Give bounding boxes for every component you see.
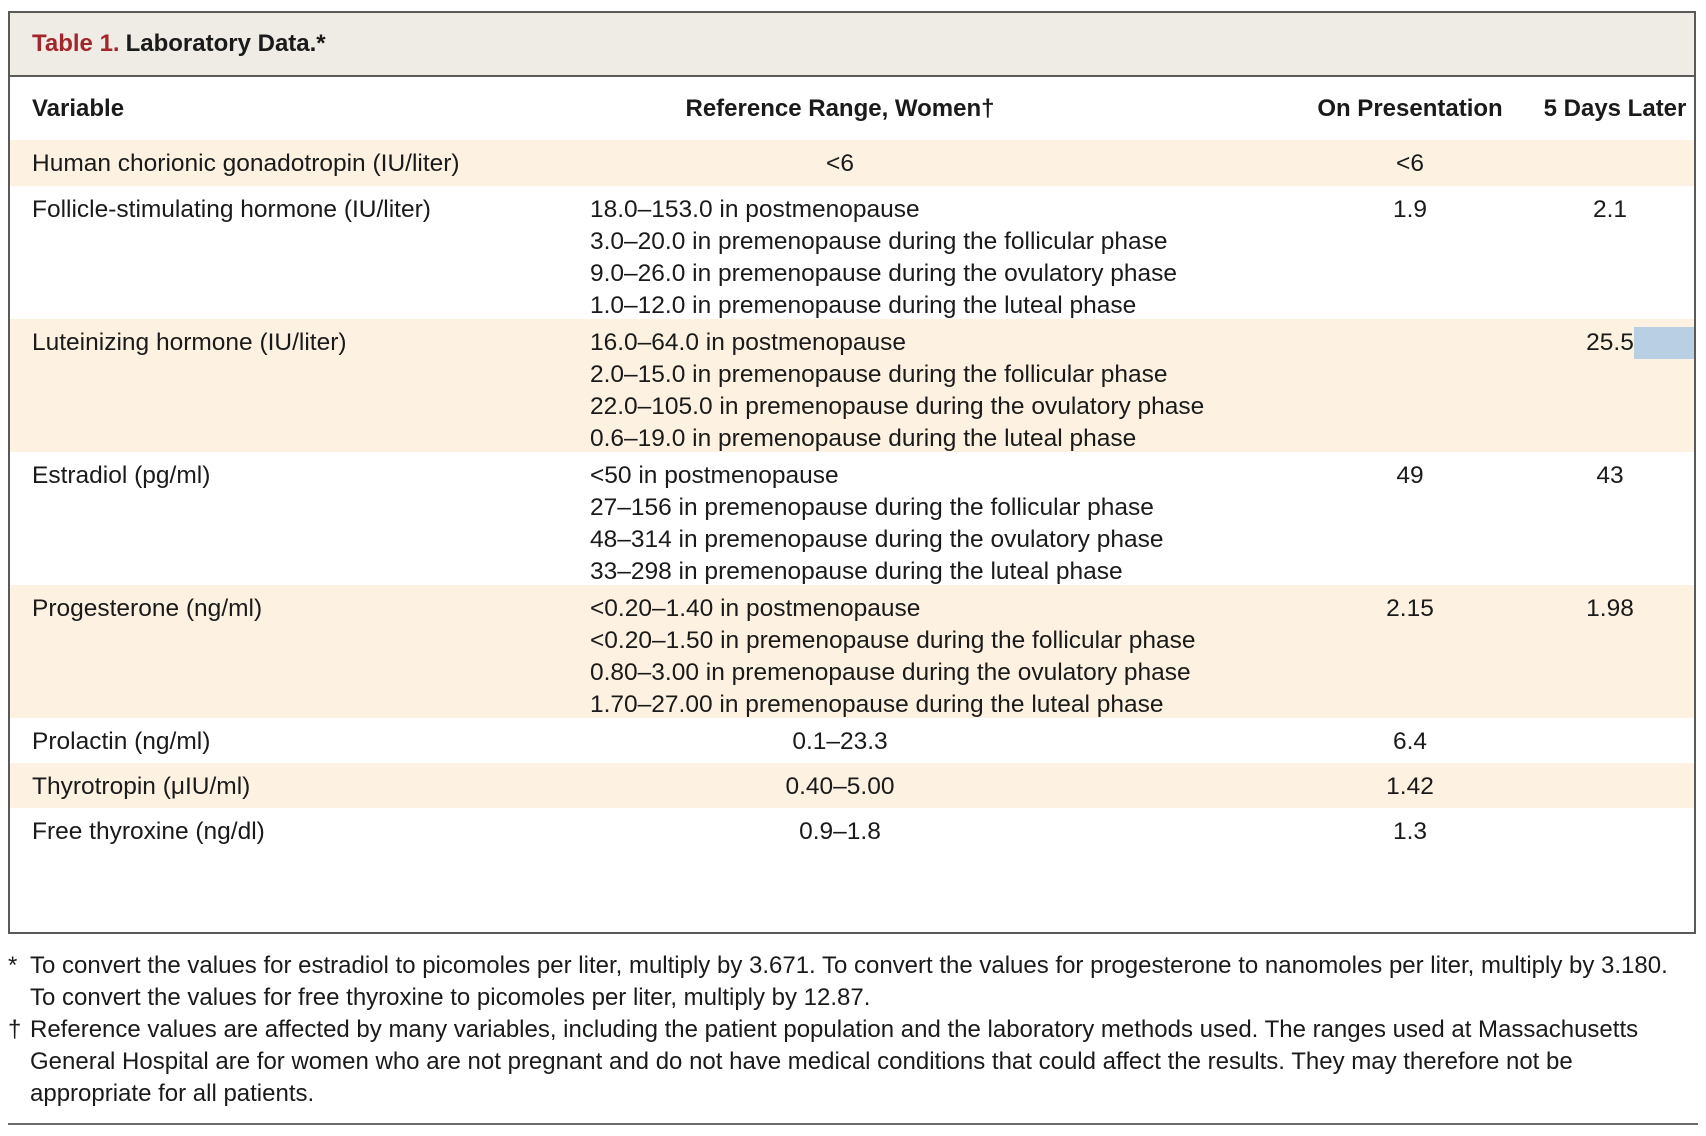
cell-5-days-later: 2.1 (1592, 196, 1628, 223)
reference-line: 0.9–1.8 (799, 818, 881, 845)
reference-line: 0.80–3.00 in premenopause during the ovu… (590, 659, 1191, 686)
reference-line: 9.0–26.0 in premenopause during the ovul… (590, 260, 1178, 287)
table-row: Luteinizing hormone (IU/liter) 16.0–64.0 … (10, 319, 1694, 452)
reference-line: 48–314 in premenopause during the ovulat… (590, 526, 1164, 553)
footnote-asterisk: * To convert the values for estradiol to… (8, 950, 1698, 1014)
header-reference-range: Reference Range, Women† (685, 95, 995, 122)
cell-on-presentation: 1.9 (1392, 196, 1428, 223)
reference-line: 27–156 in premenopause during the follic… (590, 494, 1154, 521)
table-row: Thyrotropin (μIU/ml) 0.40–5.00 1.42 (10, 763, 1694, 808)
table-header-row: Variable Reference Range, Women† On Pres… (10, 77, 1694, 140)
reference-line: 0.40–5.00 (785, 773, 895, 800)
reference-line: 0.6–19.0 in premenopause during the lute… (590, 425, 1137, 452)
cell-reference-range: 16.0–64.0 in postmenopause 2.0–15.0 in pr… (590, 327, 1204, 455)
reference-line: <0.20–1.40 in postmenopause (590, 595, 921, 622)
reference-line: 33–298 in premenopause during the luteal… (590, 558, 1123, 585)
reference-line: <50 in postmenopause (590, 462, 839, 489)
table-row: Human chorionic gonadotropin (IU/liter) <… (10, 140, 1694, 186)
cell-variable: Follicle-stimulating hormone (IU/liter) (32, 196, 431, 223)
cell-5-days-later: 43 (1596, 462, 1624, 489)
reference-line: 3.0–20.0 in premenopause during the foll… (590, 228, 1168, 255)
cell-variable: Thyrotropin (μIU/ml) (32, 773, 251, 800)
footnote-mark: † (8, 1016, 22, 1043)
reference-line: 1.70–27.00 in premenopause during the lu… (590, 691, 1164, 718)
cell-reference-range: <50 in postmenopause 27–156 in premenopau… (590, 460, 1163, 588)
reference-line: 22.0–105.0 in premenopause during the ov… (590, 393, 1205, 420)
header-5-days-later: 5 Days Later (1543, 95, 1687, 122)
cell-variable: Free thyroxine (ng/dl) (32, 818, 265, 845)
cell-reference-range: 18.0–153.0 in postmenopause 3.0–20.0 in p… (590, 194, 1177, 322)
reference-line: 16.0–64.0 in postmenopause (590, 329, 907, 356)
table-row: Estradiol (pg/ml) <50 in postmenopause 27–… (10, 452, 1694, 585)
table-row: Free thyroxine (ng/dl) 0.9–1.8 1.3 (10, 808, 1694, 854)
footnote-text: To convert the values for estradiol to p… (30, 952, 1668, 1011)
footnote-mark: * (8, 952, 18, 979)
cell-on-presentation: <6 (1396, 150, 1424, 177)
footnotes: * To convert the values for estradiol to… (8, 950, 1698, 1110)
cell-reference-range: <0.20–1.40 in postmenopause <0.20–1.50 in… (590, 593, 1195, 721)
bottom-rule (8, 1123, 1698, 1125)
table-row: Prolactin (ng/ml) 0.1–23.3 6.4 (10, 718, 1694, 763)
table-row: Progesterone (ng/ml) <0.20–1.40 in postme… (10, 585, 1694, 718)
selection-highlight (1634, 327, 1694, 359)
table-title: Laboratory Data.* (125, 30, 326, 57)
cell-variable: Prolactin (ng/ml) (32, 728, 211, 755)
lab-data-table: Table 1. Laboratory Data.* Variable Refe… (8, 11, 1696, 934)
footnote-dagger: † Reference values are affected by many … (8, 1014, 1698, 1110)
cell-on-presentation: 1.42 (1386, 773, 1434, 800)
cell-on-presentation: 6.4 (1392, 728, 1428, 755)
reference-line: 18.0–153.0 in postmenopause (590, 196, 920, 223)
cell-on-presentation: 2.15 (1386, 595, 1434, 622)
table-title-bar: Table 1. Laboratory Data.* (10, 13, 1694, 77)
header-variable: Variable (32, 95, 125, 122)
cell-reference-range: 0.9–1.8 (580, 816, 1100, 848)
cell-variable: Human chorionic gonadotropin (IU/liter) (32, 150, 460, 177)
cell-variable: Luteinizing hormone (IU/liter) (32, 329, 347, 356)
reference-line: <6 (826, 150, 854, 177)
cell-5-days-later: 25.5 (1586, 329, 1634, 356)
cell-variable: Progesterone (ng/ml) (32, 595, 263, 622)
header-on-presentation: On Presentation (1317, 95, 1503, 122)
reference-line: 2.0–15.0 in premenopause during the foll… (590, 361, 1168, 388)
cell-5-days-later: 1.98 (1586, 595, 1634, 622)
table-number: Table 1. (32, 30, 120, 57)
cell-reference-range: 0.40–5.00 (580, 771, 1100, 803)
cell-on-presentation: 49 (1396, 462, 1424, 489)
cell-variable: Estradiol (pg/ml) (32, 462, 211, 489)
cell-reference-range: <6 (580, 148, 1100, 180)
footnote-text: Reference values are affected by many va… (30, 1016, 1639, 1107)
reference-line: 0.1–23.3 (792, 728, 888, 755)
reference-line: 1.0–12.0 in premenopause during the lute… (590, 292, 1137, 319)
cell-reference-range: 0.1–23.3 (580, 726, 1100, 758)
cell-on-presentation: 1.3 (1392, 818, 1428, 845)
reference-line: <0.20–1.50 in premenopause during the fo… (590, 627, 1196, 654)
table-row: Follicle-stimulating hormone (IU/liter) 1… (10, 186, 1694, 319)
